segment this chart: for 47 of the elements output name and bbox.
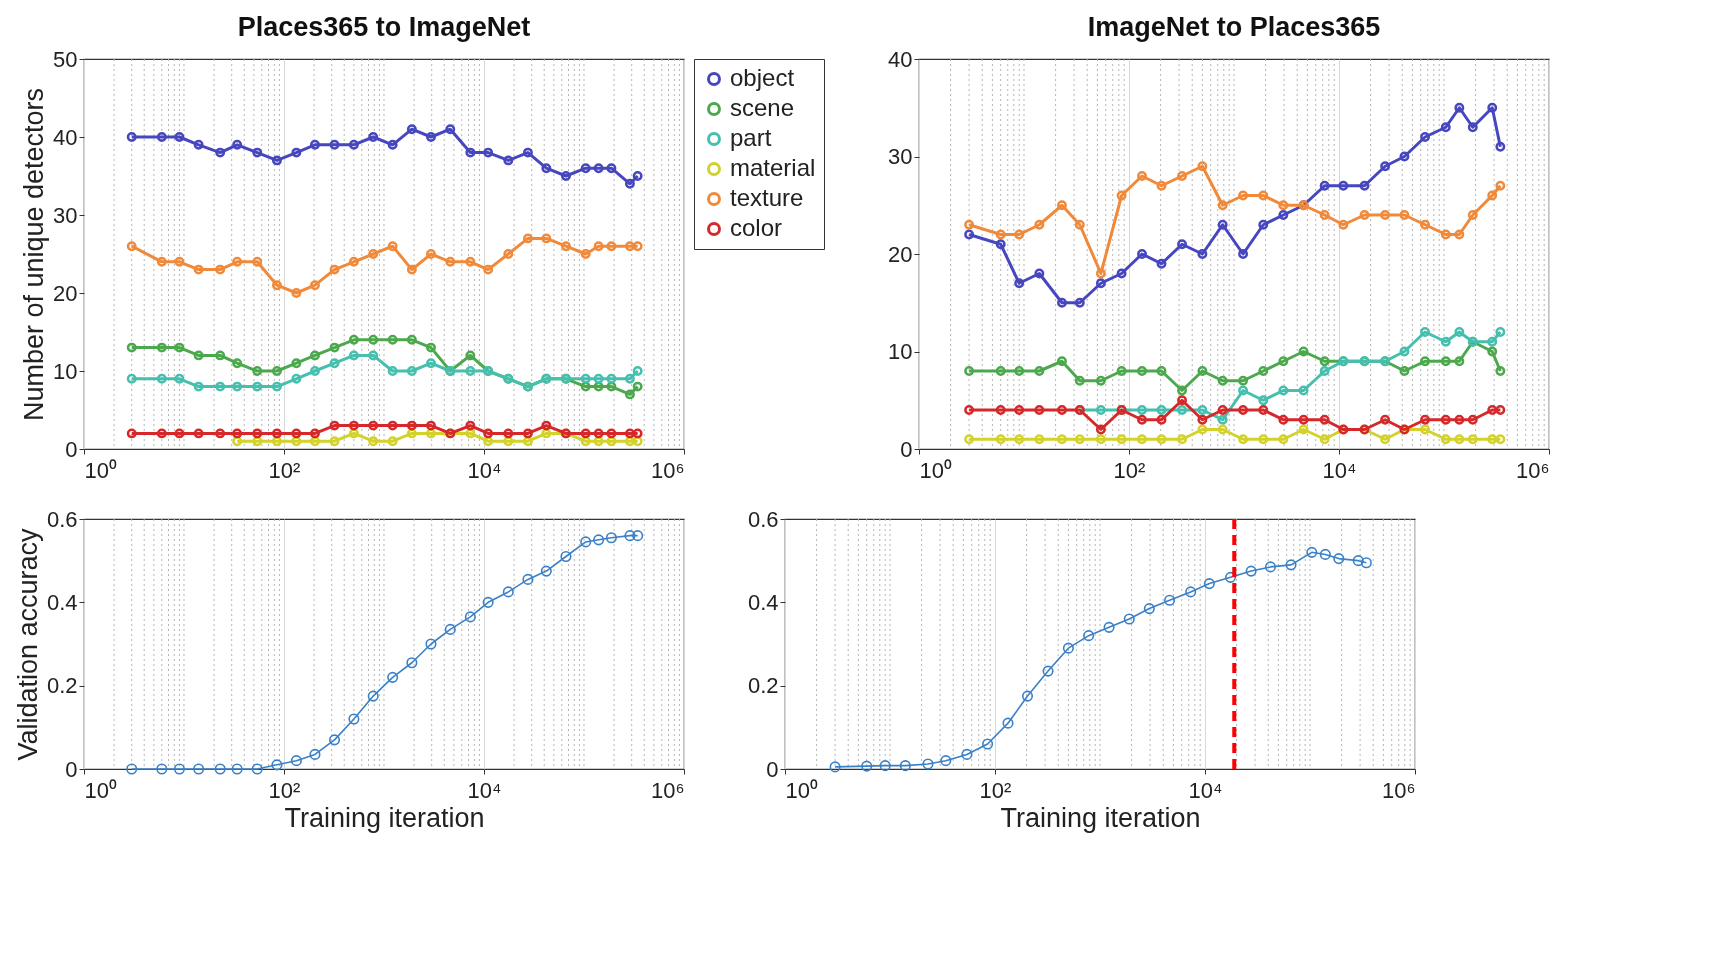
chart-title: ImageNet to Places365 bbox=[1087, 12, 1381, 42]
x-tick-label: 10⁰ bbox=[919, 457, 952, 483]
y-tick-label: 0.6 bbox=[46, 506, 78, 532]
legend-label: material bbox=[730, 154, 816, 181]
y-tick-label: 0 bbox=[766, 756, 779, 782]
y-tick-label: 40 bbox=[53, 124, 78, 150]
x-tick-label: 10⁶ bbox=[650, 457, 685, 483]
y-tick-label: 20 bbox=[53, 280, 78, 306]
y-tick-label: 40 bbox=[888, 46, 913, 72]
y-tick-label: 10 bbox=[53, 358, 78, 384]
x-tick-label: 10⁴ bbox=[1188, 777, 1223, 803]
y-tick-label: 30 bbox=[888, 144, 913, 169]
y-tick-label: 0.2 bbox=[747, 673, 779, 699]
x-tick-label: 10⁴ bbox=[467, 777, 502, 803]
x-tick-label: 10² bbox=[1113, 457, 1146, 483]
x-tick-label: 10⁶ bbox=[650, 777, 685, 803]
legend-label: object bbox=[730, 64, 795, 91]
y-tick-label: 0 bbox=[65, 756, 78, 782]
x-tick-label: 10² bbox=[268, 777, 301, 803]
x-tick-label: 10² bbox=[979, 777, 1012, 803]
x-tick-label: 10⁰ bbox=[84, 457, 117, 483]
x-tick-label: 10⁴ bbox=[467, 457, 502, 483]
chart-title: Places365 to ImageNet bbox=[237, 12, 531, 42]
x-tick-label: 10⁰ bbox=[84, 777, 117, 803]
y-tick-label: 50 bbox=[53, 46, 78, 72]
x-axis-title: Training iteration bbox=[284, 802, 485, 833]
y-tick-label: 0.4 bbox=[46, 589, 78, 615]
x-tick-label: 10⁶ bbox=[1515, 457, 1550, 483]
legend-label: texture bbox=[730, 184, 804, 211]
y-tick-label: 0.6 bbox=[747, 506, 779, 532]
x-tick-label: 10⁶ bbox=[1381, 777, 1416, 803]
x-axis-title: Training iteration bbox=[1000, 802, 1201, 833]
y-tick-label: 0 bbox=[65, 436, 78, 462]
y-tick-label: 0 bbox=[900, 436, 913, 462]
legend-label: part bbox=[730, 124, 772, 151]
y-tick-label: 20 bbox=[888, 241, 913, 267]
y-tick-label: 0.2 bbox=[46, 673, 78, 699]
legend-label: scene bbox=[730, 94, 795, 121]
y-tick-label: 0.4 bbox=[747, 589, 779, 615]
y-axis-title: Validation accuracy bbox=[12, 527, 43, 761]
x-tick-label: 10⁰ bbox=[785, 777, 818, 803]
x-tick-label: 10⁴ bbox=[1322, 457, 1357, 483]
x-tick-label: 10² bbox=[268, 457, 301, 483]
y-axis-title: Number of unique detectors bbox=[19, 87, 50, 422]
legend-label: color bbox=[730, 214, 783, 241]
y-tick-label: 30 bbox=[53, 202, 78, 228]
y-tick-label: 10 bbox=[888, 339, 913, 364]
